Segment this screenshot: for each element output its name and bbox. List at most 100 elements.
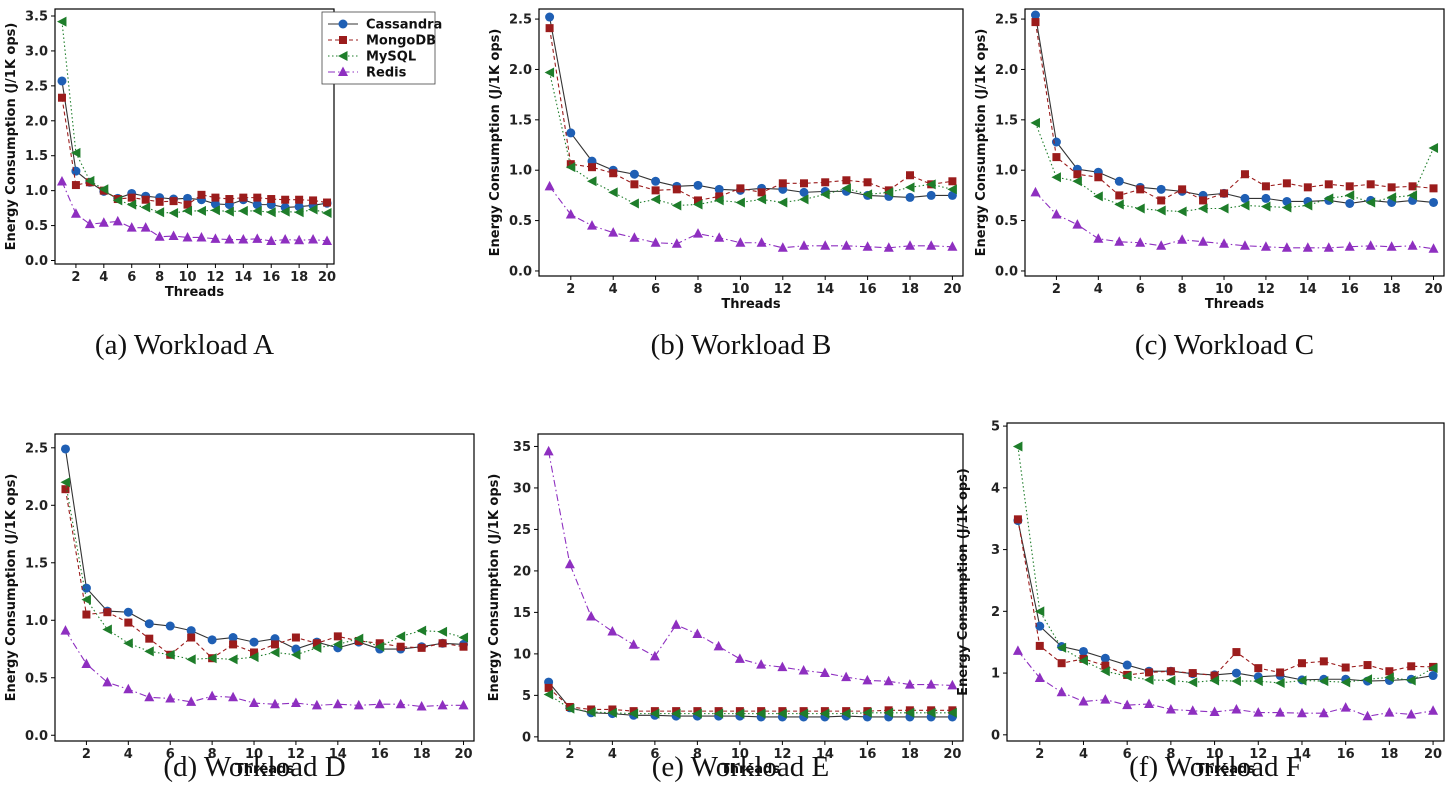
redis-point [1323,242,1334,252]
cassandra-point [926,190,936,200]
y-axis-title: Energy Consumption (J/1K ops) [487,474,502,702]
redis-point [1239,240,1250,250]
legend-label-mongodb: MongoDB [366,34,436,49]
redis-point [904,679,915,689]
cassandra-point [165,621,175,631]
redis-point [210,233,221,243]
x-tick-label: 16 [371,747,389,762]
mysql-point [798,708,809,719]
redis-point [126,222,137,232]
mongodb-point [1408,182,1417,191]
redis-point [1135,237,1146,247]
redis-point [98,217,109,227]
mysql-point [819,708,830,719]
redis-point [587,220,597,230]
redis-point [1302,242,1313,252]
mongodb-point [545,24,554,33]
cassandra-point [1240,193,1250,203]
redis-point [714,232,725,242]
mongodb-point [396,642,405,651]
series-cassandra [1013,516,1438,686]
mysql-point [186,654,196,665]
cassandra-point [249,637,259,647]
mongodb-point [211,193,220,202]
series-redis [1012,645,1439,721]
x-tick-label: 18 [1380,747,1398,762]
mysql-point [1275,677,1285,688]
mysql-point [266,207,276,218]
cassandra-point [651,176,661,186]
x-tick-label: 14 [1299,282,1317,297]
mysql-point [1156,205,1166,216]
y-tick-label: 0.0 [25,729,48,744]
redis-point [1056,686,1067,697]
mongodb-point [1366,180,1375,189]
redis-point [416,701,427,711]
x-axis-title: Threads [1196,762,1255,777]
redis-point [628,639,639,649]
plot-frame [537,433,964,742]
redis-point [1296,707,1307,718]
mongodb-point [1031,18,1040,27]
legend-label-mysql: MySQL [366,50,416,65]
mysql-point [1323,193,1334,204]
redis-point [182,231,193,242]
mysql-point [252,205,262,216]
mysql-point [1384,672,1394,683]
panel-caption: (b) Workload B [651,329,832,361]
mongodb-point [1261,182,1270,191]
mysql-point [1093,191,1103,202]
redis-point [294,234,305,245]
redis-point [266,235,277,245]
mysql-point [1239,200,1250,211]
x-tick-label: 4 [608,747,617,762]
mysql-point [543,689,554,700]
redis-point [290,697,301,708]
mysql-point [693,199,703,210]
x-tick-label: 8 [1178,282,1187,297]
mysql-line [549,72,953,207]
series-cassandra [57,76,332,212]
mongodb-point [145,634,154,643]
mysql-point [1072,176,1082,187]
redis-line [1035,191,1434,250]
cassandra-point [186,626,196,636]
redis-point [1281,242,1292,252]
series-cassandra [1030,10,1439,208]
mongodb-point [1013,515,1022,524]
x-tick-label: 10 [731,747,749,762]
mongodb-point [1363,661,1372,670]
mysql-point [1386,192,1397,203]
series-redis [60,625,469,711]
mongodb-point [1345,182,1354,191]
series-redis [56,176,333,245]
redis-point [186,696,197,706]
mysql-point [458,632,469,643]
redis-point [1384,707,1395,717]
mysql-point [1302,200,1313,211]
series-mongodb [545,24,957,205]
plot-frame [538,8,964,277]
mongodb-point [459,642,468,651]
redis-point [112,215,123,226]
redis-point [1340,702,1351,712]
mysql-point [608,187,618,198]
chart-panel-e: 0 5 10 15 20 25 30 35 2 4 6 8 10 12 14 16 18 20 Threads Ene… [487,433,964,783]
mongodb-point [609,169,618,178]
mysql-point [905,182,915,193]
redis-point [168,230,179,241]
x-tick-label: 16 [262,270,280,285]
x-tick-label: 10 [731,282,749,297]
redis-point [798,664,809,675]
redis-point [862,674,873,685]
x-tick-label: 8 [693,282,702,297]
mongodb-point [312,639,321,648]
x-tick-label: 20 [454,747,472,762]
mysql-point [926,179,936,190]
mysql-point [1209,675,1220,686]
mysql-point [249,652,259,663]
mysql-point [112,195,123,206]
mysql-point [1219,203,1229,214]
mysql-point [1165,675,1176,686]
redis-point [692,628,703,638]
